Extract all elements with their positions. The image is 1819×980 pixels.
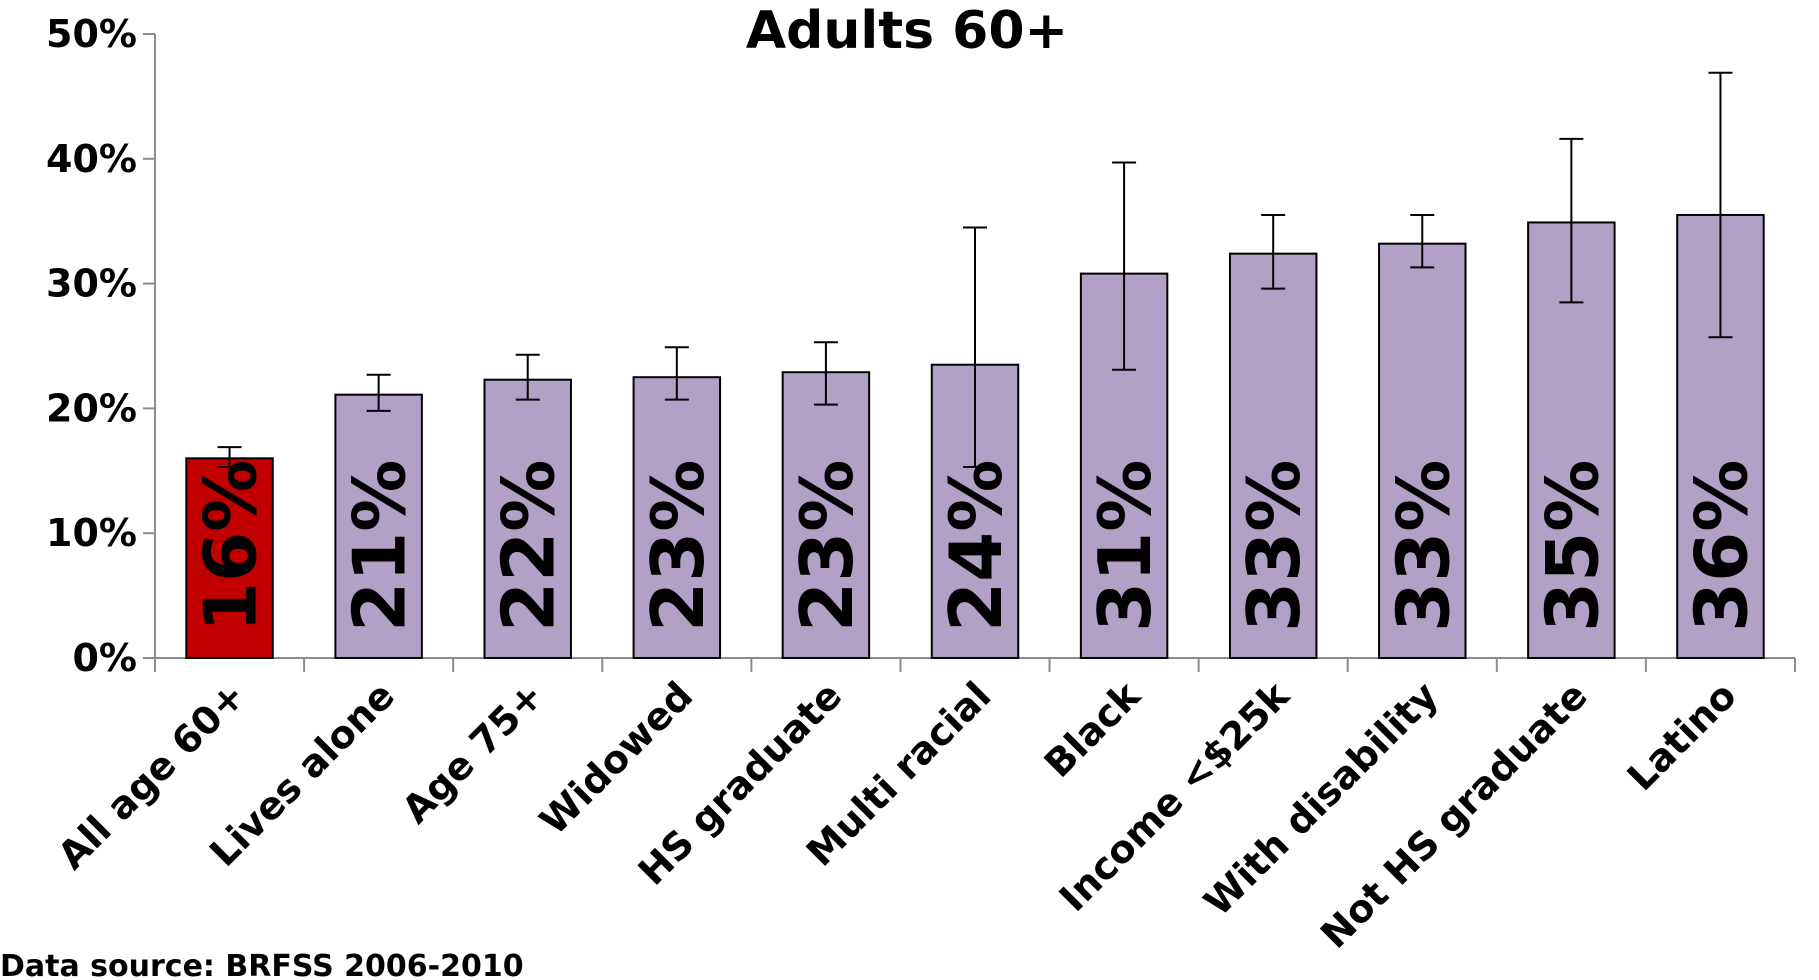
- bar-data-label: 35%: [1530, 460, 1614, 632]
- bar-data-label: 22%: [487, 460, 571, 632]
- y-tick-label: 30%: [46, 262, 137, 306]
- plot-area: 0%10%20%30%40%50%16%All age 60+21%Lives …: [46, 12, 1796, 957]
- bar-data-label: 24%: [934, 460, 1018, 632]
- bar: [334, 393, 423, 659]
- bar: [781, 371, 871, 659]
- bar-data-label: 23%: [636, 460, 720, 632]
- bar-data-label: 16%: [189, 460, 273, 632]
- bar-data-label: 33%: [1381, 460, 1465, 632]
- x-tick-label: Latino: [1619, 673, 1745, 799]
- x-tick-label: Age 75+: [393, 673, 552, 832]
- bar: [483, 378, 572, 659]
- y-tick-label: 40%: [46, 137, 137, 181]
- bar-data-label: 33%: [1232, 460, 1316, 632]
- y-tick-label: 50%: [46, 12, 137, 56]
- bar-data-label: 31%: [1083, 460, 1167, 632]
- bar-data-label: 36%: [1679, 460, 1763, 632]
- bar-data-label: 21%: [338, 460, 422, 632]
- bar: [1228, 252, 1318, 659]
- bar: [1378, 242, 1467, 659]
- y-tick-label: 0%: [72, 636, 137, 680]
- data-source-note: Data source: BRFSS 2006-2010: [0, 949, 524, 980]
- bar: [632, 376, 722, 659]
- y-tick-label: 10%: [46, 511, 137, 555]
- bar-data-label: 23%: [785, 460, 869, 632]
- x-tick-label: Not HS graduate: [1312, 673, 1596, 957]
- y-tick-label: 20%: [46, 386, 137, 430]
- bar: [185, 457, 274, 659]
- x-tick-label: Black: [1036, 673, 1149, 786]
- chart-title: Adults 60+: [746, 1, 1068, 61]
